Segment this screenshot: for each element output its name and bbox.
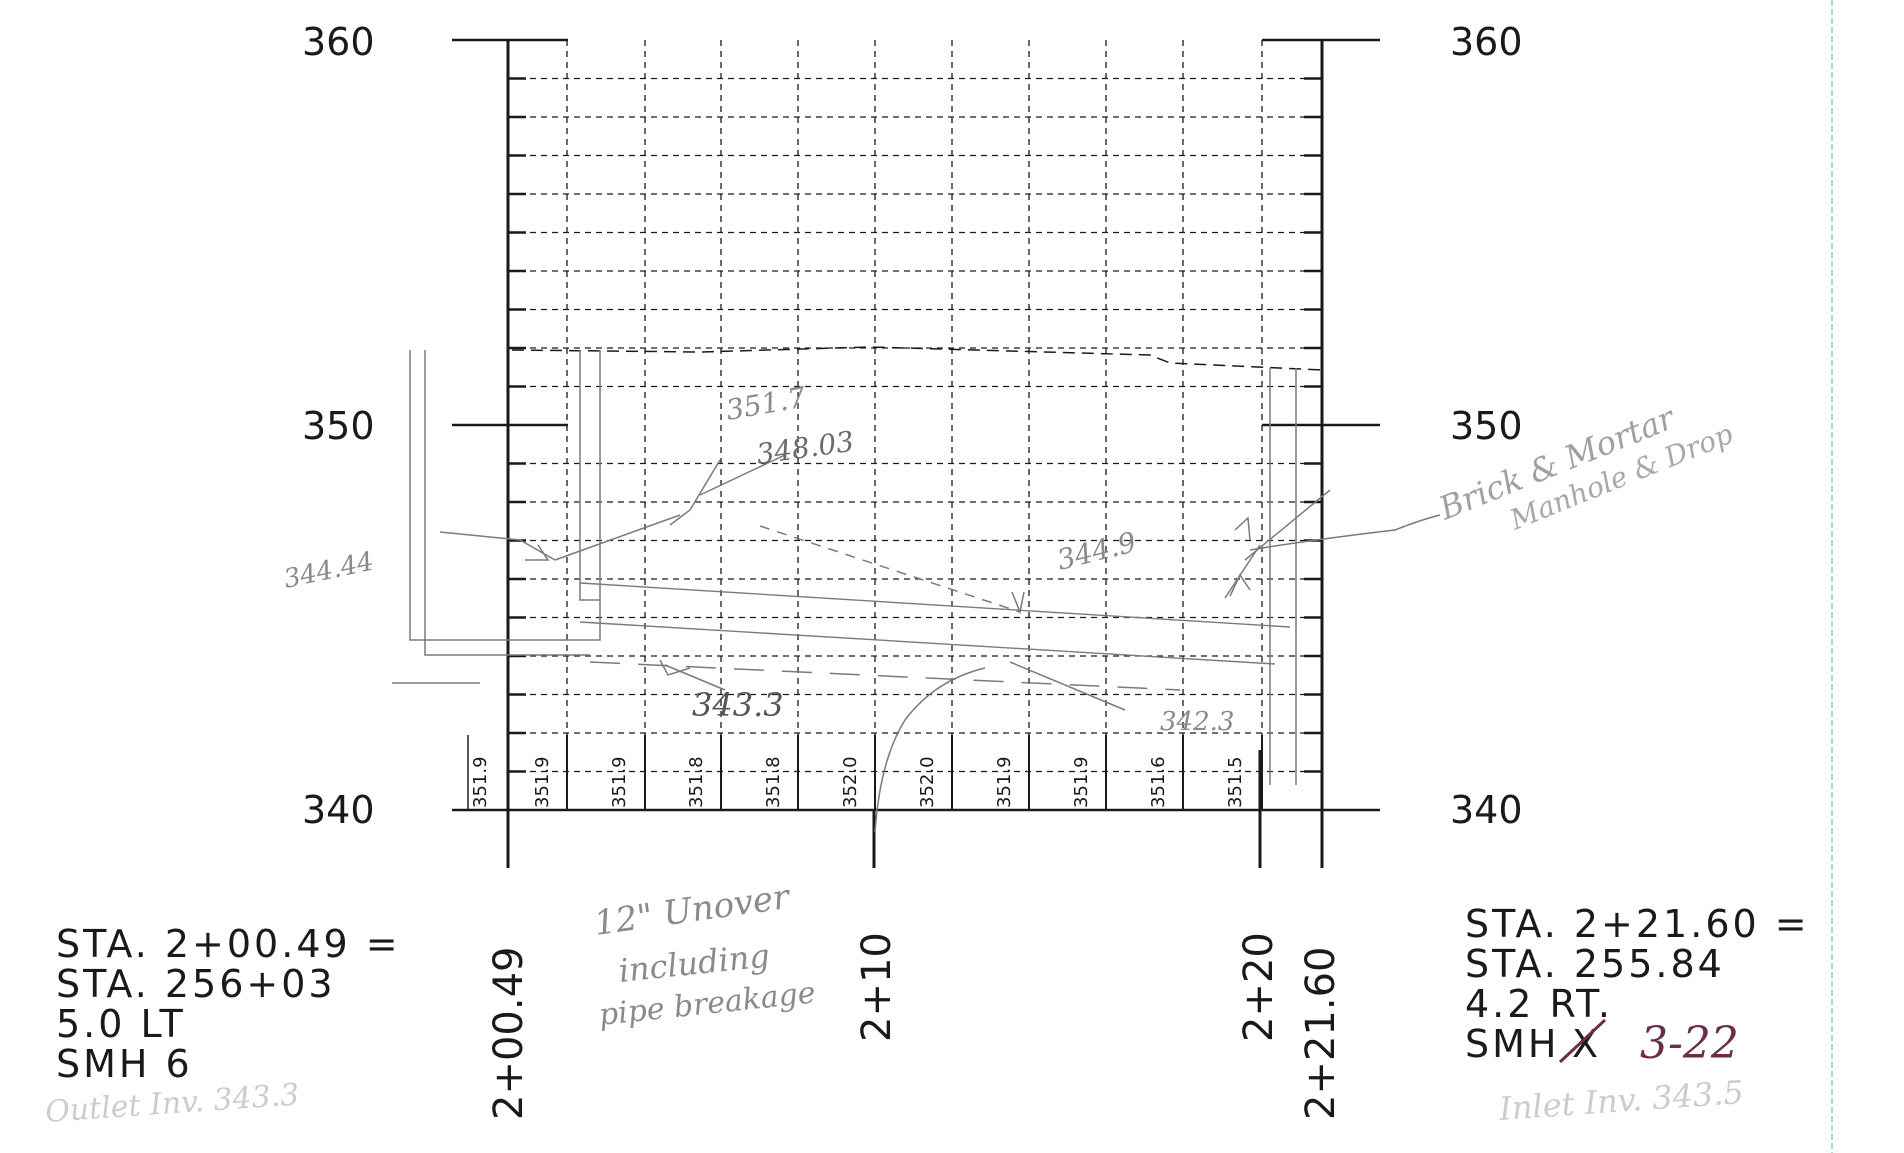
right-structure-equation: STA. 255.84 [1465, 942, 1725, 986]
right-structure-offset: 4.2 RT. [1465, 982, 1613, 1026]
station-label: 2+21.60 [1298, 947, 1344, 1120]
right-structure-station: STA. 2+21.60 = [1465, 902, 1810, 946]
ground-elevation: 351.9 [470, 756, 491, 808]
ground-elevation: 352.0 [840, 756, 861, 808]
profile-grid [452, 38, 1380, 868]
ground-elevation: 351.9 [994, 756, 1015, 808]
station-label: 2+20 [1236, 932, 1282, 1042]
ground-elevation: 351.8 [686, 756, 707, 808]
strikeout-mark [1558, 1018, 1607, 1064]
right-structure-new-id: 3-22 [1640, 1018, 1739, 1069]
left-structure-id: SMH 6 [56, 1042, 193, 1086]
ground-elevation: 352.0 [917, 756, 938, 808]
ground-elevation: 351.8 [763, 756, 784, 808]
elevation-axis-left: 360 350 340 [302, 20, 375, 832]
station-label: 2+10 [854, 932, 900, 1042]
elevation-label-left: 340 [302, 788, 375, 832]
ground-elevation: 351.9 [1071, 756, 1092, 808]
elevation-axis-right: 360 350 340 [1450, 20, 1523, 832]
elevation-label-right: 350 [1450, 404, 1523, 448]
left-structure-block: STA. 2+00.49 = STA. 256+03 5.0 LT SMH 6 … [44, 922, 401, 1130]
elevation-label-left: 360 [302, 20, 375, 64]
elevation-label-right: 360 [1450, 20, 1523, 64]
station-label: 2+00.49 [486, 947, 532, 1120]
ground-elevation-readings: 351.9 351.9 351.9 351.8 351.8 352.0 352.… [470, 756, 1246, 808]
ground-elevation: 351.9 [532, 756, 553, 808]
bottom-left-elevation-note: 343.3 [692, 686, 784, 724]
left-structure-equation: STA. 256+03 [56, 962, 336, 1006]
ground-elevation: 351.9 [609, 756, 630, 808]
ground-elevation: 351.5 [1225, 756, 1246, 808]
left-structure-station: STA. 2+00.49 = [56, 922, 401, 966]
station-labels: 2+00.49 2+10 2+20 2+21.60 [486, 932, 1344, 1120]
bottom-right-elevation-note: 342.3 [1160, 707, 1234, 737]
right-structure-block: STA. 2+21.60 = STA. 255.84 4.2 RT. SMH X… [1465, 902, 1810, 1128]
right-structure-id-label: SMH [1465, 1022, 1559, 1066]
pencil-sketch [392, 350, 1441, 833]
elevation-label-right: 340 [1450, 788, 1523, 832]
existing-ground-line [511, 346, 1323, 371]
ground-elevation: 351.6 [1148, 756, 1169, 808]
elevation-label-left: 350 [302, 404, 375, 448]
left-structure-offset: 5.0 LT [56, 1002, 186, 1046]
